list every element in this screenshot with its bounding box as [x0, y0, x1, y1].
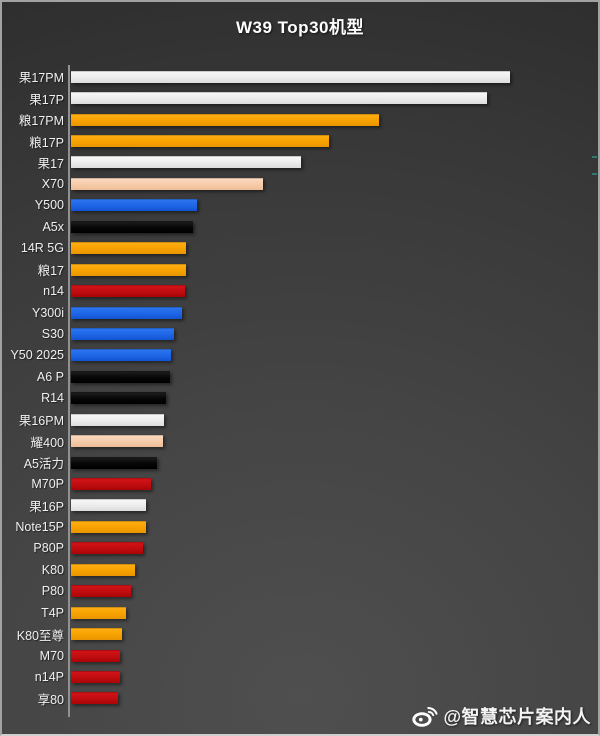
bar — [71, 563, 135, 576]
bar-row: 享80 — [2, 688, 598, 709]
bar-row: 果16P — [2, 495, 598, 516]
bar-row: T4P — [2, 602, 598, 623]
bar-label: Y300i — [32, 305, 64, 320]
bar-row: A5x — [2, 216, 598, 237]
bar — [71, 92, 487, 105]
axis-line — [68, 65, 70, 717]
bar-row: M70 — [2, 645, 598, 666]
bar — [71, 692, 118, 705]
bar-row: 果16PM — [2, 409, 598, 430]
bar-row: R14 — [2, 388, 598, 409]
bar-label: P80 — [41, 584, 64, 599]
bar-row: P80 — [2, 581, 598, 602]
watermark-text: @智慧芯片案内人 — [443, 707, 591, 727]
bar-row: S30 — [2, 323, 598, 344]
bar-label: T4P — [41, 605, 64, 620]
bar-row: 果17PM — [2, 66, 598, 87]
bar-label: Y500 — [34, 198, 64, 213]
bar-row: Y300i — [2, 302, 598, 323]
bar-label: 果17P — [29, 92, 64, 107]
bar-label: P80P — [33, 541, 64, 556]
bar — [71, 285, 185, 298]
bar — [71, 220, 193, 233]
bar-row: P80P — [2, 538, 598, 559]
bar-row: 耀400 — [2, 430, 598, 451]
bar-row: 粮17PM — [2, 109, 598, 130]
bar-row: A5活力 — [2, 452, 598, 473]
bar-label: A5x — [42, 219, 64, 234]
bar-label: 粮17 — [37, 264, 64, 279]
weibo-icon — [412, 706, 439, 727]
bar-row: n14P — [2, 666, 598, 687]
bar-label: S30 — [41, 326, 64, 341]
bar — [71, 585, 131, 598]
bar-label: 耀400 — [30, 435, 64, 450]
bar-label: 享80 — [37, 692, 64, 707]
bar-row: 果17 — [2, 152, 598, 173]
bar-row: 14R 5G — [2, 238, 598, 259]
bar-label: A5活力 — [23, 457, 64, 472]
bar — [71, 628, 122, 641]
bar-row: M70P — [2, 473, 598, 494]
bar-row: Y500 — [2, 195, 598, 216]
bar — [71, 542, 143, 555]
bar-row: X70 — [2, 173, 598, 194]
bar-label: R14 — [41, 391, 64, 406]
bar — [71, 649, 120, 662]
bar — [71, 199, 197, 212]
bar — [71, 135, 329, 148]
bar — [71, 478, 151, 491]
bar-row: Note15P — [2, 516, 598, 537]
bar-row: Y50 2025 — [2, 345, 598, 366]
bar-label: 粮17P — [29, 135, 64, 150]
bar — [71, 435, 163, 448]
bar-label: 果16P — [29, 499, 64, 514]
bar-row: K80 — [2, 559, 598, 580]
bar — [71, 520, 146, 533]
bar — [71, 327, 174, 340]
bar — [71, 413, 164, 426]
bar-label: Note15P — [15, 519, 64, 534]
bar — [71, 306, 182, 319]
bar-label: 果17PM — [18, 71, 64, 86]
bar-label: 果16PM — [18, 414, 64, 429]
bar-label: n14 — [43, 284, 64, 299]
bar — [71, 113, 379, 126]
bar-row: A6 P — [2, 366, 598, 387]
bar-label: 粮17PM — [18, 114, 64, 129]
bar — [71, 670, 120, 683]
bar-label: K80至尊 — [16, 628, 64, 643]
bar-label: 14R 5G — [20, 241, 64, 256]
bar-row: n14 — [2, 280, 598, 301]
bar-label: M70P — [31, 477, 64, 492]
bar-row: 粮17P — [2, 130, 598, 151]
bar-label: M70 — [39, 648, 64, 663]
bar — [71, 156, 301, 169]
bar — [71, 606, 126, 619]
bar-label: A6 P — [36, 369, 64, 384]
bar-label: X70 — [41, 176, 64, 191]
bar — [71, 177, 263, 190]
watermark: @智慧芯片案内人 — [411, 703, 591, 729]
bar-label: K80 — [41, 562, 64, 577]
bar-label: 果17 — [37, 156, 64, 171]
edge-tick — [592, 156, 597, 158]
bar-row: 果17P — [2, 87, 598, 108]
bar — [71, 70, 510, 83]
bar — [71, 349, 171, 362]
edge-tick — [592, 173, 597, 175]
bar-row: 粮17 — [2, 259, 598, 280]
bar — [71, 392, 166, 405]
bar-row: K80至尊 — [2, 623, 598, 644]
bar-label: Y50 2025 — [10, 348, 64, 363]
bar — [71, 370, 170, 383]
bar — [71, 263, 186, 276]
bar — [71, 499, 146, 512]
chart-title: W39 Top30机型 — [236, 18, 364, 37]
bar — [71, 456, 157, 469]
bar — [71, 242, 186, 255]
bars-area: 果17PM 果17P 粮17PM 粮17P 果17 X70 Y500 — [2, 66, 598, 709]
bar-label: n14P — [34, 669, 64, 684]
